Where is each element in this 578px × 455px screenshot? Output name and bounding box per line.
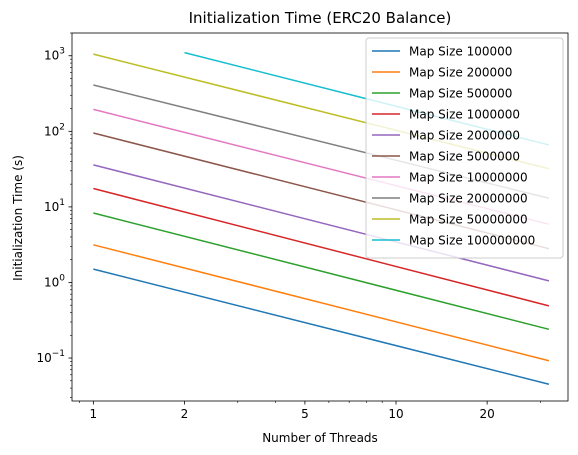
- legend-label-3: Map Size 1000000: [409, 108, 520, 122]
- chart-title: Initialization Time (ERC20 Balance): [189, 9, 452, 27]
- y-tick-exponent: 1: [59, 198, 65, 208]
- y-tick-base: 10: [44, 124, 59, 138]
- legend-label-6: Map Size 10000000: [409, 171, 528, 185]
- legend: Map Size 100000 Map Size 200000 Map Size 5…: [365, 37, 564, 259]
- series-line-2: [93, 212, 550, 331]
- y-tick-base: 10: [36, 351, 51, 365]
- y-tick-label: 103: [44, 47, 65, 63]
- series-line-4: [93, 164, 550, 282]
- legend-label-9: Map Size 100000000: [409, 234, 535, 248]
- legend-label-7: Map Size 20000000: [409, 192, 528, 206]
- y-tick-exponent: −1: [52, 349, 65, 359]
- legend-label-1: Map Size 200000: [409, 66, 512, 80]
- series-line-3: [93, 187, 550, 307]
- legend-label-0: Map Size 100000: [409, 45, 512, 59]
- y-tick-label: 100: [44, 273, 65, 289]
- y-tick-label: 10−1: [36, 349, 65, 365]
- series-line-1: [93, 244, 550, 362]
- y-tick-exponent: 3: [59, 47, 65, 57]
- x-tick-label: 10: [388, 407, 403, 421]
- x-tick-label: 2: [181, 407, 189, 421]
- y-tick-label: 101: [44, 198, 65, 214]
- x-tick-label: 1: [90, 407, 98, 421]
- legend-label-5: Map Size 5000000: [409, 150, 520, 164]
- x-tick-label: 20: [479, 407, 494, 421]
- legend-label-8: Map Size 50000000: [409, 213, 528, 227]
- y-tick-label: 102: [44, 122, 65, 138]
- y-tick-exponent: 0: [59, 273, 65, 283]
- y-axis-label: Initialization Time (s): [11, 155, 25, 281]
- y-tick-base: 10: [44, 200, 59, 214]
- x-axis-label: Number of Threads: [262, 431, 378, 445]
- legend-label-2: Map Size 500000: [409, 87, 512, 101]
- y-tick-base: 10: [44, 275, 59, 289]
- legend-box: [365, 37, 564, 259]
- x-tick-label: 5: [301, 407, 309, 421]
- series-line-0: [93, 268, 550, 385]
- legend-label-4: Map Size 2000000: [409, 129, 520, 143]
- plot-frame: [71, 32, 569, 402]
- y-tick-exponent: 2: [59, 122, 65, 132]
- y-tick-base: 10: [44, 49, 59, 63]
